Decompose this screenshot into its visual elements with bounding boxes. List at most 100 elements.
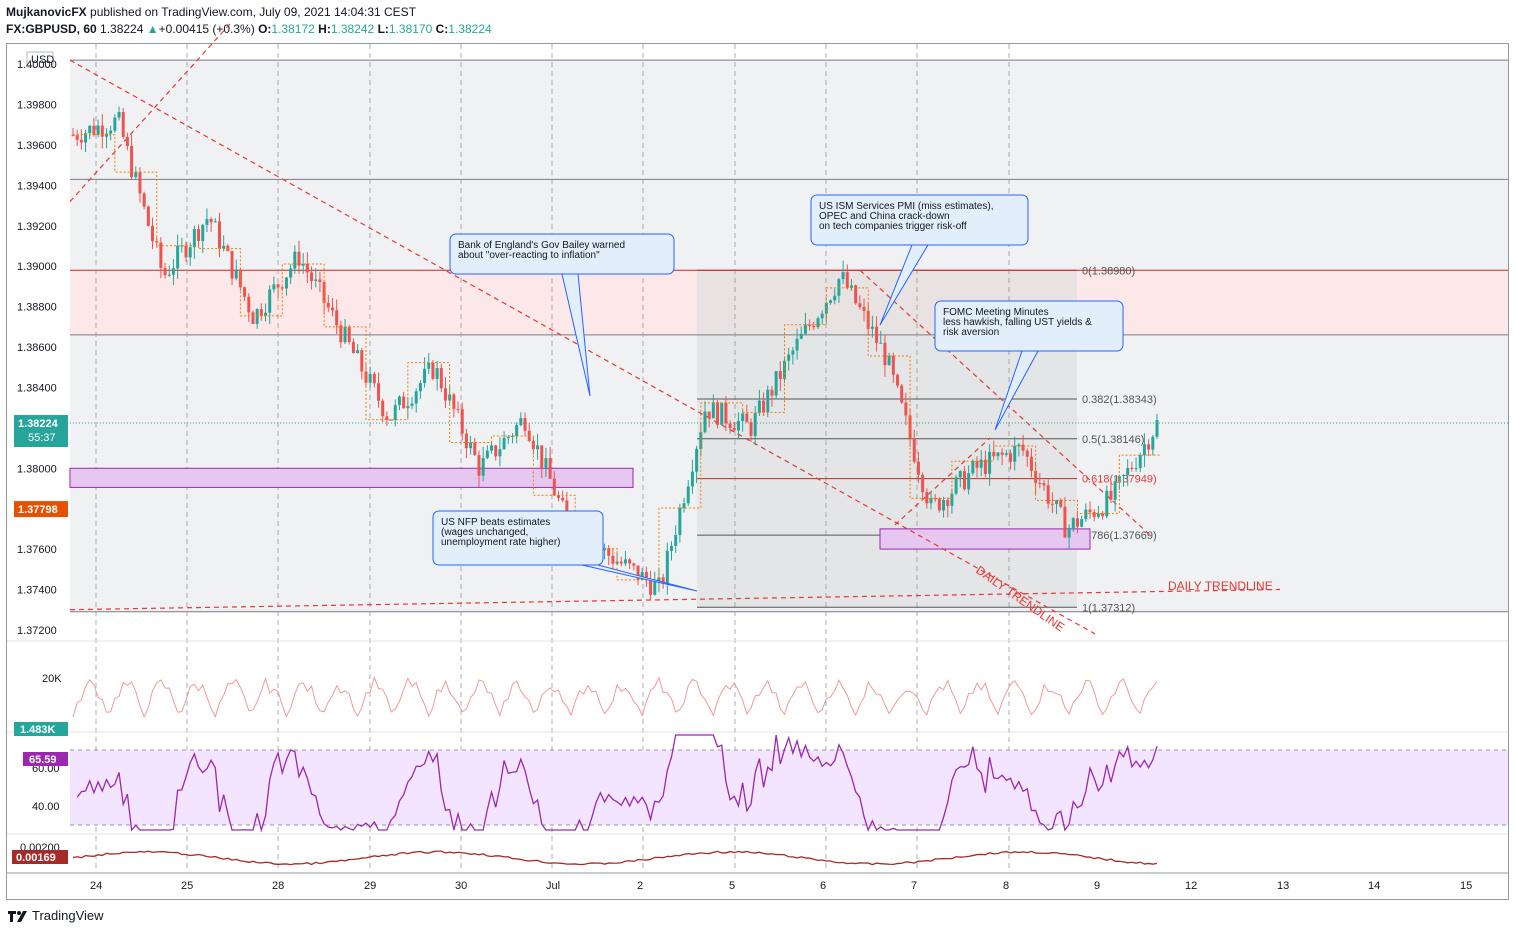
candle-body: [125, 137, 129, 146]
footer: TradingView: [8, 908, 104, 923]
candle-body: [1096, 513, 1100, 517]
rsi-line: [76, 734, 1158, 833]
currency-label: USD: [31, 54, 54, 66]
candle-body: [845, 272, 849, 288]
candle-body: [619, 561, 623, 564]
x-tick-label: 30: [455, 880, 467, 892]
candle-body: [326, 302, 330, 308]
candle-body: [808, 324, 812, 326]
x-tick-label: 14: [1368, 880, 1380, 892]
candle-body: [368, 373, 372, 383]
candle-body: [745, 413, 749, 423]
candle-body: [268, 289, 272, 313]
candle-body: [816, 318, 820, 328]
volume-last-badge: [14, 722, 68, 736]
author-name[interactable]: MujkanovicFX: [6, 5, 87, 19]
support-box-right: [879, 528, 1091, 550]
candle-body: [238, 269, 242, 288]
candle-body: [234, 269, 238, 279]
annotation-pointer: [994, 350, 1039, 431]
candle-body: [205, 218, 209, 225]
candle-body: [151, 225, 155, 242]
published-text: published on TradingView.com, July 09, 2…: [90, 5, 417, 19]
candle-body: [728, 423, 732, 428]
candle-body: [96, 125, 100, 135]
chart-header-line1: MujkanovicFX published on TradingView.co…: [6, 5, 416, 19]
candle-body: [1046, 485, 1050, 504]
x-tick-label: 6: [820, 880, 826, 892]
candle-body: [79, 139, 83, 143]
candle-body: [414, 391, 418, 404]
candle-body: [1109, 490, 1113, 500]
annotation-text: US NFP beats estimates: [441, 517, 550, 528]
candle-body: [469, 442, 473, 449]
annotation-pointer: [561, 273, 591, 397]
candle-body: [117, 112, 121, 118]
candle-body: [866, 310, 870, 329]
candle-body: [611, 555, 615, 564]
candle-body: [536, 445, 540, 450]
candle-body: [243, 287, 247, 297]
candle-body: [774, 371, 778, 396]
candle-body: [632, 563, 636, 566]
candle-body: [967, 473, 971, 490]
candle-body: [146, 206, 150, 226]
candle-body: [385, 416, 389, 420]
candle-body: [280, 287, 284, 289]
candle-body: [556, 495, 560, 498]
candle-body: [565, 500, 569, 518]
symbol-label: FX:GBPUSD, 60: [6, 22, 97, 36]
candle-body: [502, 438, 506, 450]
candle-body: [477, 455, 481, 476]
annotation-text: US ISM Services PMI (miss estimates),: [819, 201, 993, 212]
candle-body: [255, 309, 259, 324]
candle-body: [1130, 467, 1134, 470]
candle-body: [431, 362, 435, 379]
candle-body: [916, 461, 920, 475]
candle-body: [138, 172, 142, 194]
candle-body: [829, 300, 833, 303]
candle-body: [113, 117, 117, 131]
candle-body: [954, 477, 958, 494]
candle-body: [377, 383, 381, 401]
annotation-pointer: [879, 244, 929, 326]
candle-body: [217, 221, 221, 249]
chart-header-line2: FX:GBPUSD, 60 1.38224 ▲+0.00415 (+0.3%) …: [6, 22, 492, 36]
candle-body: [452, 394, 456, 409]
candle-body: [757, 400, 761, 414]
candle-body: [946, 500, 950, 506]
candle-body: [356, 350, 360, 354]
high-label: H:: [318, 22, 331, 36]
candle-body: [490, 445, 494, 451]
candle-body: [423, 368, 427, 384]
candle-body: [1050, 503, 1054, 505]
candle-body: [1126, 467, 1130, 476]
last-price: 1.38224: [100, 22, 144, 36]
candle-body: [1138, 455, 1142, 469]
candle-body: [795, 338, 799, 351]
early-trendline: [69, 23, 231, 202]
annotation-text: unemployment rate higher): [441, 537, 561, 548]
annotation-text: on tech companies trigger risk-off: [819, 221, 967, 232]
candle-body: [665, 550, 669, 585]
candle-body: [343, 326, 347, 343]
candle-body: [1075, 518, 1079, 527]
x-tick-label: 15: [1460, 880, 1472, 892]
candle-body: [1155, 420, 1159, 437]
tradingview-brand[interactable]: TradingView: [32, 908, 104, 923]
low-value: 1.38170: [388, 22, 433, 36]
candle-body: [833, 295, 837, 301]
candle-body: [71, 134, 75, 136]
rsi-tick-label: 40.00: [32, 801, 60, 813]
x-tick-label: 7: [911, 880, 917, 892]
candle-body: [988, 451, 992, 474]
candle-body: [284, 277, 288, 289]
macd-line: [72, 850, 1158, 866]
candle-body: [381, 400, 385, 417]
candle-body: [544, 458, 548, 468]
candle-body: [272, 284, 276, 290]
candle-body: [222, 245, 226, 249]
x-tick-label: 28: [272, 880, 284, 892]
candle-body: [657, 577, 661, 581]
